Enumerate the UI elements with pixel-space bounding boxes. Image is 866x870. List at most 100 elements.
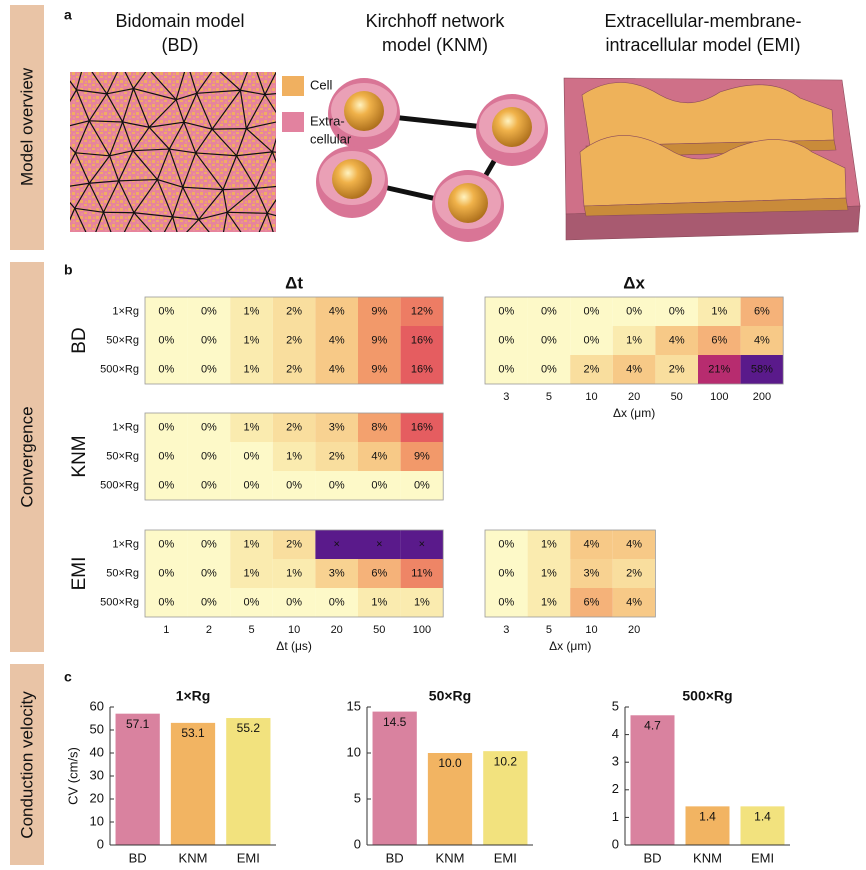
group-label: EMI: [69, 557, 90, 591]
cell-label: 0%: [201, 334, 217, 346]
cell-label: 58%: [751, 363, 773, 375]
cell-label: 2%: [584, 363, 600, 375]
cell-label: 0%: [541, 305, 557, 317]
cell-label: 4%: [754, 334, 770, 346]
row-label: 500×Rg: [100, 479, 139, 491]
cell-label: 9%: [371, 305, 387, 317]
y-tick-label: 60: [90, 698, 104, 713]
mesh-edge: [117, 241, 160, 247]
row-label: 1×Rg: [112, 538, 139, 550]
bar-value-label: 55.2: [237, 721, 261, 735]
side-label: Convergence: [17, 406, 36, 507]
cell-label: 21%: [708, 363, 730, 375]
mesh-edge: [91, 244, 117, 248]
bar-title: 500×Rg: [682, 688, 732, 704]
cell-label: 0%: [329, 596, 345, 608]
x-tick-label: 10: [585, 624, 597, 636]
y-tick-label: 20: [90, 790, 104, 805]
cell-label: 8%: [371, 421, 387, 433]
cell-label: 0%: [201, 363, 217, 375]
cell-label: 0%: [329, 479, 345, 491]
cell-label: 0%: [498, 363, 514, 375]
cell-label: 2%: [286, 421, 302, 433]
y-tick-label: 0: [97, 836, 104, 851]
mesh-edge: [285, 154, 297, 186]
emi-illustration: [564, 78, 860, 240]
cell-label: 0%: [201, 596, 217, 608]
cell-label: 0%: [286, 596, 302, 608]
y-tick-label: 30: [90, 767, 104, 782]
cell-label: 6%: [584, 596, 600, 608]
cell-label: 0%: [158, 538, 174, 550]
cell-label: 1%: [244, 305, 260, 317]
cell-label: 9%: [371, 334, 387, 346]
cell-label: 1%: [711, 305, 727, 317]
model-title: Bidomain model: [115, 11, 244, 31]
x-tick-label: 50: [671, 391, 683, 403]
cell-label: 4%: [669, 334, 685, 346]
cell-label: 2%: [286, 334, 302, 346]
x-tick-label: 3: [503, 624, 509, 636]
cell-label: 4%: [371, 450, 387, 462]
bar-value-label: 57.1: [126, 717, 150, 731]
y-tick-label: 4: [612, 726, 619, 741]
bar: [171, 723, 215, 845]
y-tick-label: 5: [612, 698, 619, 713]
cell-label: 3%: [584, 567, 600, 579]
cell-label: 0%: [201, 305, 217, 317]
cell-label: 1%: [541, 596, 557, 608]
cell-label: 4%: [329, 363, 345, 375]
mesh-edge: [58, 61, 85, 65]
mesh-edge: [212, 129, 246, 130]
mesh-edge: [121, 64, 148, 68]
bar: [373, 712, 417, 845]
mesh-edge: [215, 59, 252, 67]
x-tick-label: 5: [546, 391, 552, 403]
cell-label: ×: [419, 538, 425, 550]
model-title: intracellular model (EMI): [605, 35, 800, 55]
cell-label: 16%: [411, 421, 433, 433]
x-tick-label: KNM: [436, 850, 465, 865]
cell-label: 2%: [286, 305, 302, 317]
cell-label: 1%: [626, 334, 642, 346]
mesh-edge: [285, 186, 292, 220]
bar-value-label: 10.2: [494, 754, 518, 768]
x-axis-label: Δt (μs): [276, 639, 312, 653]
bar-title: 50×Rg: [429, 688, 471, 704]
row-label: 1×Rg: [112, 305, 139, 317]
x-tick-label: BD: [129, 850, 147, 865]
cell-label: 0%: [158, 596, 174, 608]
bar: [226, 718, 270, 845]
x-tick-label: 20: [628, 624, 640, 636]
x-tick-label: BD: [386, 850, 404, 865]
cell-label: 0%: [158, 305, 174, 317]
bar: [631, 715, 675, 845]
bar-value-label: 1.4: [754, 810, 771, 824]
cell-label: 0%: [201, 421, 217, 433]
cell-label: 16%: [411, 363, 433, 375]
bar: [116, 714, 160, 845]
cell-label: 11%: [411, 567, 432, 579]
cell-label: 0%: [244, 596, 260, 608]
mesh-edge: [187, 63, 215, 67]
heatmap-title: Δx: [623, 273, 645, 292]
row-label: 50×Rg: [106, 334, 139, 346]
x-tick-label: 2: [206, 624, 212, 636]
cell-label: ×: [376, 538, 382, 550]
cell-label: 1%: [244, 334, 260, 346]
mesh-edge: [278, 220, 292, 248]
cell-label: 0%: [498, 305, 514, 317]
cell-label: 0%: [669, 305, 685, 317]
cell-label: 2%: [669, 363, 685, 375]
cell-label: 0%: [541, 334, 557, 346]
cell-label: 1%: [541, 538, 557, 550]
y-axis-label: CV (cm/s): [65, 747, 80, 805]
figure: Model overview Convergence Conduction ve…: [0, 0, 866, 870]
side-label: Conduction velocity: [17, 691, 36, 839]
legend-swatch: [282, 112, 304, 132]
row-label: 1×Rg: [112, 421, 139, 433]
cell-label: 0%: [584, 305, 600, 317]
bar-value-label: 14.5: [383, 715, 407, 729]
row-label: 500×Rg: [100, 363, 139, 375]
cell-label: 0%: [626, 305, 642, 317]
